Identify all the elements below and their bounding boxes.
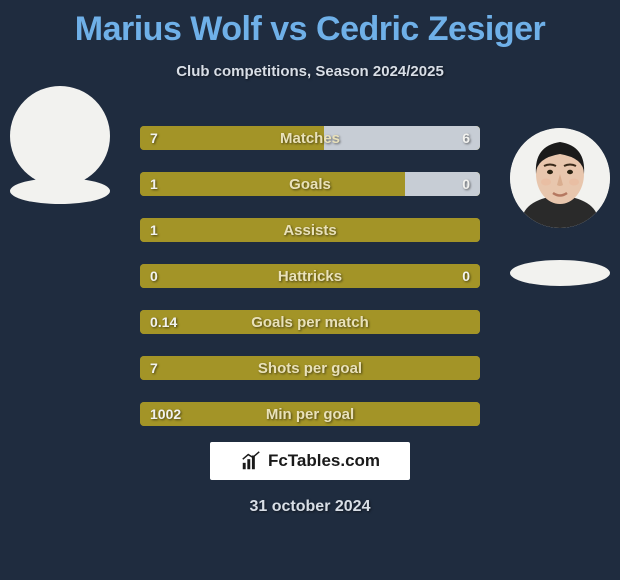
stat-row: Goals per match0.14 xyxy=(140,310,480,334)
page-title: Marius Wolf vs Cedric Zesiger xyxy=(0,0,620,49)
footer-logo: FcTables.com xyxy=(210,442,410,480)
stat-value-left: 0.14 xyxy=(150,310,177,334)
stat-value-left: 0 xyxy=(150,264,158,288)
chart-icon xyxy=(240,450,262,472)
stat-row: Shots per goal7 xyxy=(140,356,480,380)
stat-value-left: 7 xyxy=(150,126,158,150)
stat-row: Assists1 xyxy=(140,218,480,242)
player-right-shadow xyxy=(510,260,610,286)
stats-bars: Matches76Goals10Assists1Hattricks00Goals… xyxy=(140,126,480,448)
stat-value-left: 1002 xyxy=(150,402,181,426)
player-left-avatar xyxy=(10,86,110,186)
stat-value-right: 6 xyxy=(462,126,470,150)
stat-row: Matches76 xyxy=(140,126,480,150)
page-subtitle: Club competitions, Season 2024/2025 xyxy=(0,63,620,80)
player-right-avatar xyxy=(510,128,610,228)
stat-row: Min per goal1002 xyxy=(140,402,480,426)
stat-value-right: 0 xyxy=(462,264,470,288)
stat-value-left: 7 xyxy=(150,356,158,380)
stat-row: Hattricks00 xyxy=(140,264,480,288)
stat-value-right: 0 xyxy=(462,172,470,196)
footer-brand-text: FcTables.com xyxy=(268,451,380,471)
player-left-shadow xyxy=(10,178,110,204)
stat-value-left: 1 xyxy=(150,218,158,242)
stat-row: Goals10 xyxy=(140,172,480,196)
footer-date: 31 october 2024 xyxy=(0,498,620,516)
stat-right-fill xyxy=(324,126,480,150)
player-right-face-icon xyxy=(510,128,610,228)
stat-value-left: 1 xyxy=(150,172,158,196)
